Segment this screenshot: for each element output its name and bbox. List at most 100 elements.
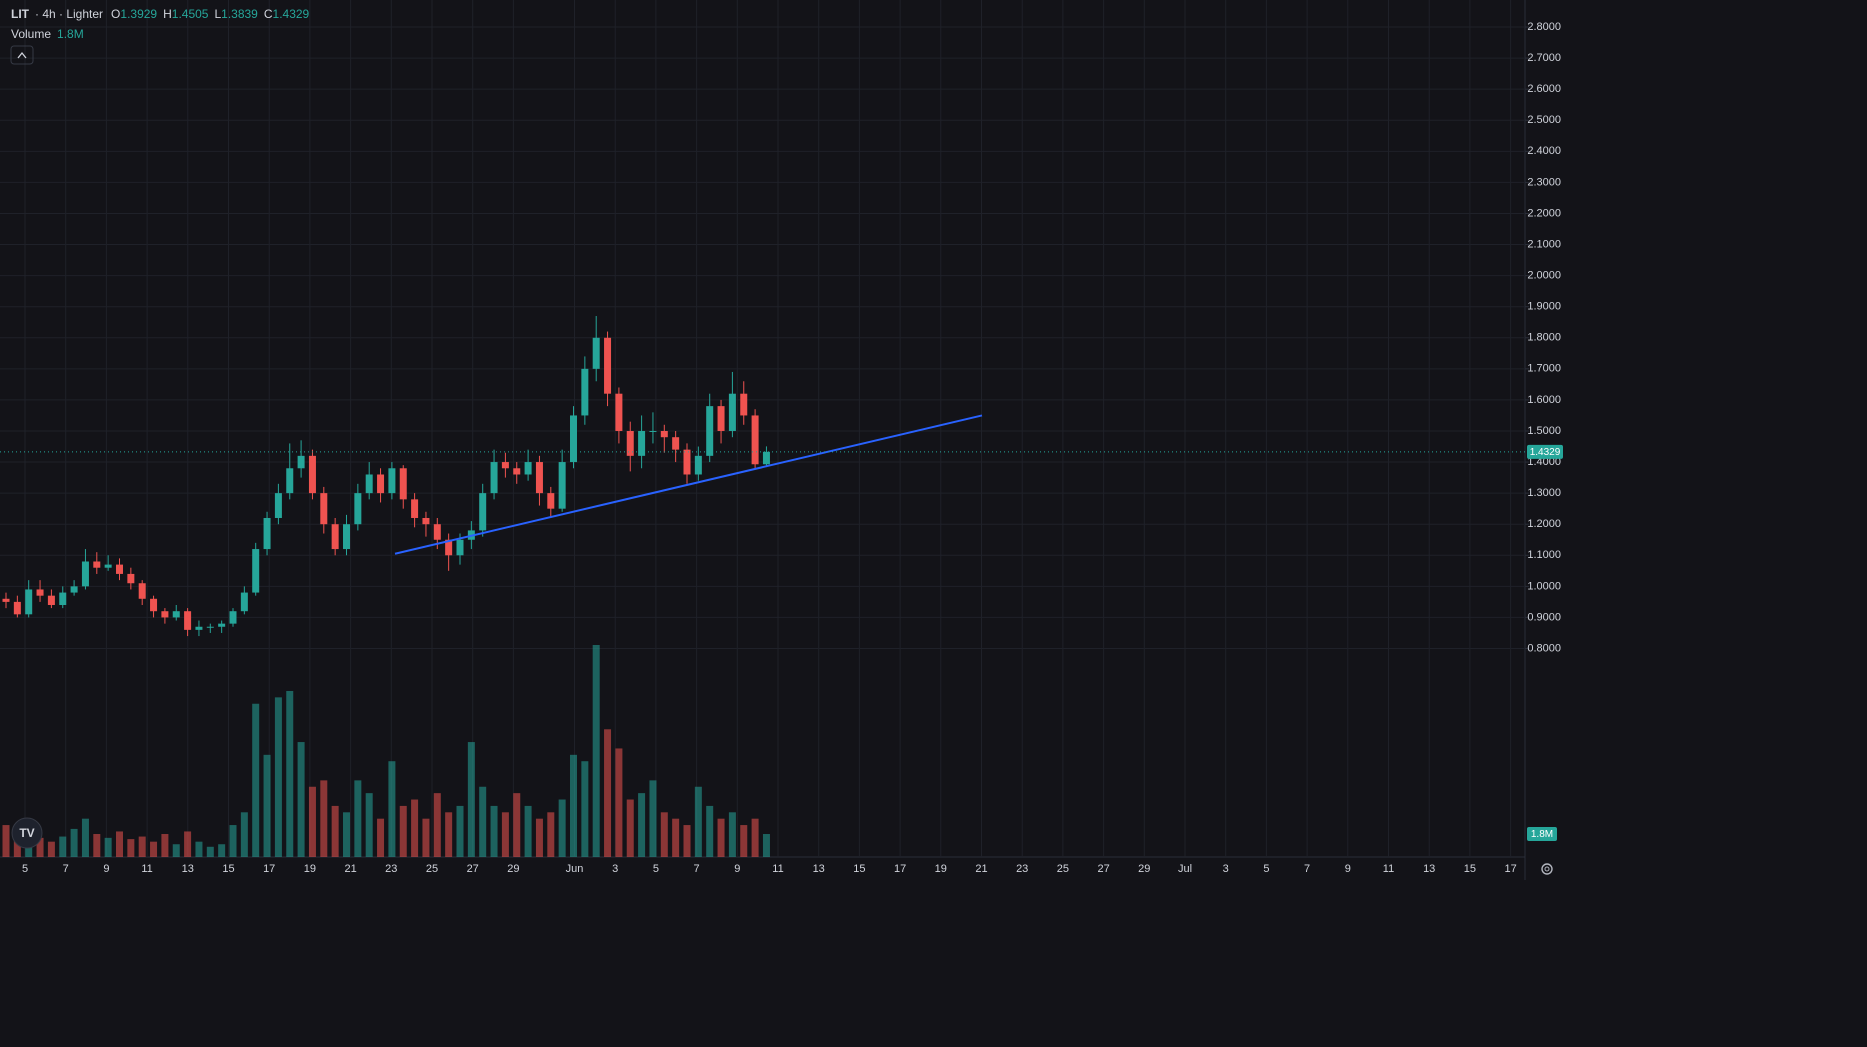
volume-bar bbox=[728, 812, 736, 857]
volume-bar bbox=[104, 837, 112, 857]
ohlc-label: C bbox=[264, 7, 273, 21]
volume-bar bbox=[694, 786, 702, 857]
candle-body bbox=[728, 393, 736, 431]
volume-bar bbox=[479, 786, 487, 857]
candle-body bbox=[47, 595, 55, 605]
x-tick-label: 13 bbox=[182, 863, 194, 875]
x-tick-label: 25 bbox=[426, 863, 438, 875]
candle-body bbox=[694, 455, 702, 475]
x-tick-label: 9 bbox=[1345, 863, 1351, 875]
volume-bar bbox=[116, 831, 123, 857]
ohlc-value: 1.4329 bbox=[273, 7, 310, 21]
volume-bar bbox=[229, 825, 237, 857]
candle-body bbox=[456, 539, 464, 556]
x-tick-label: 17 bbox=[894, 863, 906, 875]
ohlc-value: 1.4505 bbox=[172, 7, 209, 21]
collapse-button[interactable] bbox=[10, 45, 34, 65]
volume-bar bbox=[751, 818, 759, 857]
volume-bar bbox=[252, 703, 260, 857]
candle-body bbox=[229, 611, 237, 624]
volume-bar bbox=[297, 742, 305, 857]
x-tick-label: 29 bbox=[507, 863, 519, 875]
symbol: LIT bbox=[11, 7, 30, 21]
y-tick-label: 1.0000 bbox=[1527, 580, 1561, 592]
volume-pane bbox=[2, 645, 770, 857]
candle-body bbox=[59, 592, 67, 605]
candle-body bbox=[138, 583, 146, 599]
x-tick-label: 11 bbox=[1383, 863, 1394, 875]
volume-bar bbox=[36, 837, 44, 857]
candle-body bbox=[354, 493, 362, 525]
candle-body bbox=[13, 601, 21, 615]
volume-bar bbox=[161, 834, 169, 857]
volume-bar bbox=[445, 812, 453, 857]
volume-bar bbox=[127, 839, 135, 857]
candle-body bbox=[36, 589, 44, 596]
last-price-label: 1.4329 bbox=[1530, 447, 1561, 458]
volume-bar bbox=[59, 836, 67, 857]
candle-body bbox=[274, 493, 282, 518]
candle-body bbox=[377, 474, 385, 494]
y-tick-label: 0.9000 bbox=[1527, 611, 1561, 623]
settings-button[interactable] bbox=[1541, 863, 1553, 875]
candle-body bbox=[558, 462, 566, 509]
volume-bar bbox=[762, 834, 770, 857]
volume-bar bbox=[320, 780, 328, 857]
y-tick-label: 2.7000 bbox=[1527, 52, 1561, 64]
volume-bar bbox=[433, 793, 441, 857]
x-tick-label: 5 bbox=[653, 863, 659, 875]
x-tick-label: Jul bbox=[1178, 863, 1192, 875]
candle-body bbox=[592, 337, 600, 369]
volume-bar bbox=[672, 818, 680, 857]
x-tick-label: 7 bbox=[63, 863, 69, 875]
volume-bar bbox=[377, 818, 385, 857]
candle-body bbox=[638, 430, 646, 456]
last-price-tag bbox=[1527, 444, 1563, 459]
volume-bar bbox=[706, 805, 714, 857]
volume-bar bbox=[422, 818, 430, 857]
x-tick-label: 3 bbox=[1223, 863, 1229, 875]
candle-body bbox=[365, 474, 373, 494]
candle-body bbox=[490, 462, 498, 494]
x-tick-label: 23 bbox=[1016, 863, 1028, 875]
volume-bar bbox=[501, 812, 509, 857]
volume-bar bbox=[172, 844, 180, 857]
logo[interactable]: TV bbox=[11, 817, 43, 849]
ohlc-label: H bbox=[163, 7, 172, 21]
y-tick-label: 2.6000 bbox=[1527, 83, 1561, 95]
x-tick-label: 21 bbox=[975, 863, 987, 875]
candle-body bbox=[479, 493, 487, 531]
volume-bar bbox=[570, 754, 577, 857]
x-tick-label: 19 bbox=[304, 863, 316, 875]
volume-bar bbox=[240, 812, 248, 857]
volume-bar bbox=[683, 825, 691, 857]
candle-body bbox=[331, 524, 339, 550]
candle-body bbox=[81, 561, 89, 587]
candle-body bbox=[308, 455, 316, 494]
volume-name: Volume bbox=[11, 27, 51, 41]
volume-bar bbox=[592, 645, 600, 857]
candle-body bbox=[127, 573, 135, 584]
candle-body bbox=[195, 626, 203, 630]
y-tick-label: 2.8000 bbox=[1527, 21, 1561, 33]
volume-bar bbox=[524, 805, 532, 857]
candle-body bbox=[343, 524, 350, 550]
x-tick-label: 13 bbox=[1423, 863, 1435, 875]
candle-body bbox=[320, 493, 328, 525]
candle-body bbox=[252, 549, 260, 593]
volume-bar bbox=[411, 799, 419, 857]
y-tick-label: 2.0000 bbox=[1527, 270, 1561, 282]
x-tick-label: 21 bbox=[344, 863, 356, 875]
volume-bar bbox=[218, 844, 226, 857]
candle-body bbox=[570, 415, 577, 463]
candle-body bbox=[399, 468, 407, 500]
y-tick-label: 2.1000 bbox=[1527, 238, 1561, 250]
candle-body bbox=[717, 406, 725, 431]
candle-body bbox=[240, 592, 248, 612]
candle-body bbox=[388, 468, 396, 494]
candle-body bbox=[411, 499, 419, 518]
y-tick-label: 1.5000 bbox=[1527, 425, 1561, 437]
svg-text:TV: TV bbox=[19, 826, 34, 840]
volume-bar bbox=[308, 786, 316, 857]
